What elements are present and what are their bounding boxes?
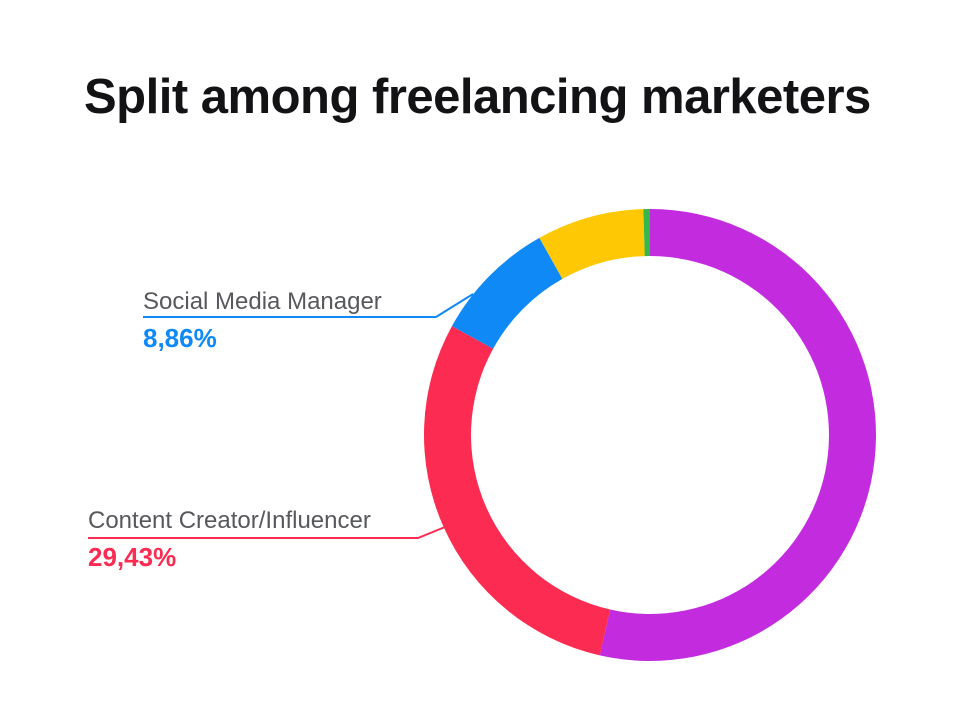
donut-segment-unlabeled-4 — [643, 209, 650, 257]
callout-label-content-creator: Content Creator/Influencer — [88, 507, 371, 534]
leader-line-content-creator — [88, 526, 446, 539]
callout-value-social-media-manager: 8,86% — [143, 323, 217, 353]
leader-line-social-media-manager — [143, 293, 474, 318]
donut-segment-unlabeled-0 — [599, 209, 876, 661]
callout-label-social-media-manager: Social Media Manager — [143, 288, 382, 315]
donut-segment-content-creator-influencer — [423, 326, 611, 656]
donut-segment-social-media-manager — [451, 237, 563, 349]
donut-segment-unlabeled-3 — [539, 209, 645, 279]
callout-social-media-manager: Social Media Manager 8,86% — [143, 287, 382, 354]
chart-title: Split among freelancing marketers — [84, 70, 871, 124]
donut-segments — [423, 209, 876, 661]
callout-content-creator: Content Creator/Influencer 29,43% — [88, 506, 371, 573]
callout-value-content-creator: 29,43% — [88, 542, 177, 572]
